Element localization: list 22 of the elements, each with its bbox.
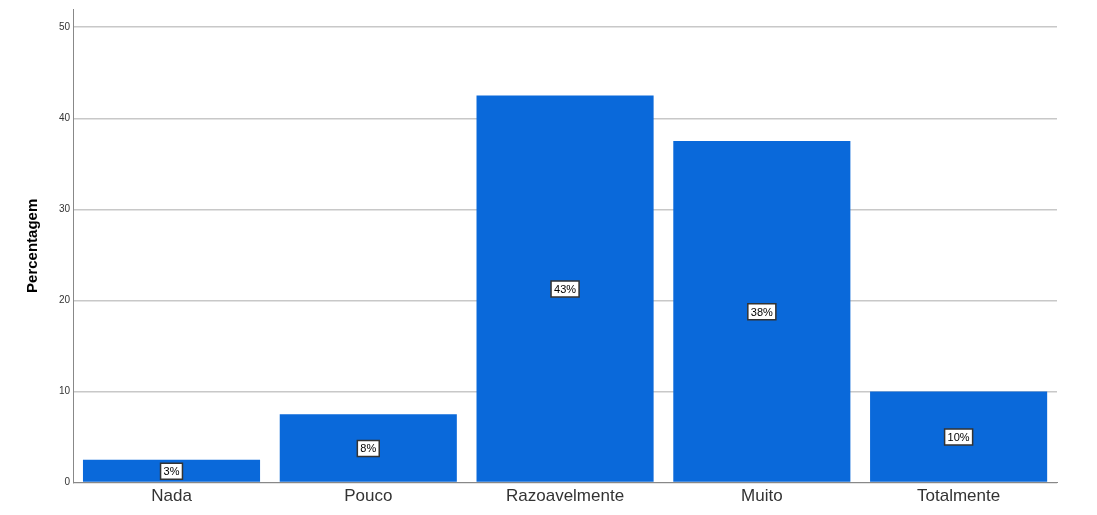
x-tick-label: Nada (151, 486, 193, 506)
y-tick-label: 20 (59, 294, 71, 306)
x-tick-label: Muito (741, 486, 783, 506)
bar (870, 391, 1048, 482)
y-axis-title: Percentagem (23, 198, 41, 293)
data-label: 8% (360, 442, 377, 455)
bar (476, 95, 654, 482)
x-tick-label: Pouco (344, 486, 393, 506)
x-tick-label: Razoavelmente (506, 486, 625, 506)
y-tick-label: 30 (59, 203, 71, 215)
data-label: 10% (947, 431, 970, 444)
data-label: 38% (750, 305, 774, 318)
y-tick-label: 40 (59, 112, 71, 124)
data-label: 43% (554, 283, 577, 296)
y-tick-label: 0 (64, 476, 71, 488)
data-label: 3% (163, 465, 180, 478)
bar (82, 459, 261, 482)
bar (279, 414, 457, 482)
x-tick-label: Totalmente (917, 486, 1001, 506)
y-tick-label: 50 (59, 20, 71, 32)
bar (673, 141, 851, 482)
y-tick-label: 10 (59, 385, 71, 397)
